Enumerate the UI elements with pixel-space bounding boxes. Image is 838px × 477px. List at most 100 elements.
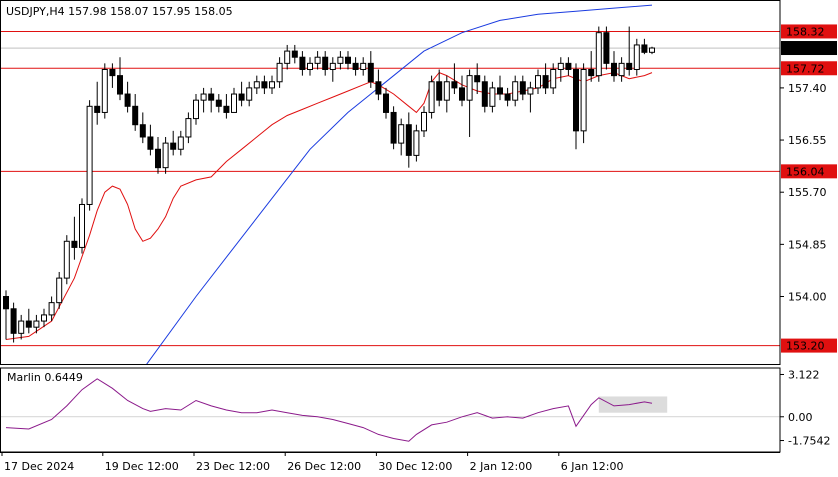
candle[interactable] xyxy=(284,44,291,70)
candle-body xyxy=(580,68,587,132)
candle[interactable] xyxy=(139,112,146,144)
candle-body xyxy=(200,93,207,101)
candle[interactable] xyxy=(345,51,351,70)
candle[interactable] xyxy=(185,112,192,144)
candle[interactable] xyxy=(618,57,625,82)
candle[interactable] xyxy=(94,81,101,125)
candle[interactable] xyxy=(86,100,93,211)
candle[interactable] xyxy=(428,75,435,119)
candle[interactable] xyxy=(71,216,78,260)
candle[interactable] xyxy=(25,308,32,334)
candle[interactable] xyxy=(595,26,602,82)
candle[interactable] xyxy=(641,38,648,55)
candle[interactable] xyxy=(10,302,17,343)
candle[interactable] xyxy=(246,81,253,107)
candle[interactable] xyxy=(41,308,47,328)
candle[interactable] xyxy=(3,290,9,340)
candle[interactable] xyxy=(200,87,207,113)
candle[interactable] xyxy=(109,63,116,88)
x-tick-label: 23 Dec 12:00 xyxy=(196,460,270,473)
candle[interactable] xyxy=(580,63,587,144)
candle[interactable] xyxy=(405,112,412,168)
candle[interactable] xyxy=(307,57,313,76)
candle[interactable] xyxy=(413,124,420,162)
candle-body xyxy=(231,93,237,113)
candle[interactable] xyxy=(626,26,633,76)
candle[interactable] xyxy=(56,271,63,309)
candle[interactable] xyxy=(557,57,564,82)
candle[interactable] xyxy=(193,94,199,125)
candle[interactable] xyxy=(155,136,161,174)
candle[interactable] xyxy=(550,63,557,95)
candle[interactable] xyxy=(375,69,382,101)
candle[interactable] xyxy=(238,81,245,107)
candle[interactable] xyxy=(177,130,184,156)
candle[interactable] xyxy=(18,314,25,340)
candle[interactable] xyxy=(132,94,139,131)
candle[interactable] xyxy=(542,63,549,95)
x-tick-label: 17 Dec 2024 xyxy=(4,460,74,473)
candle[interactable] xyxy=(535,69,541,95)
candle[interactable] xyxy=(170,130,177,156)
candle[interactable] xyxy=(352,57,359,76)
candle[interactable] xyxy=(63,235,70,285)
candle[interactable] xyxy=(269,75,275,95)
candle[interactable] xyxy=(261,75,268,95)
candle[interactable] xyxy=(489,81,496,113)
candle[interactable] xyxy=(215,94,222,113)
candle[interactable] xyxy=(603,26,610,70)
ma-clip-group xyxy=(5,4,653,364)
candle[interactable] xyxy=(322,51,329,76)
candle[interactable] xyxy=(611,51,617,82)
candle[interactable] xyxy=(436,69,443,107)
candle[interactable] xyxy=(48,296,55,322)
candle[interactable] xyxy=(147,124,154,156)
candle[interactable] xyxy=(633,38,640,76)
candle[interactable] xyxy=(299,51,306,76)
candle[interactable] xyxy=(367,51,374,88)
candle[interactable] xyxy=(337,51,344,70)
candles[interactable] xyxy=(3,26,655,343)
candle[interactable] xyxy=(231,87,237,113)
candle-body xyxy=(124,93,131,107)
candle-body xyxy=(291,50,298,58)
candle[interactable] xyxy=(79,198,85,254)
candle[interactable] xyxy=(329,57,336,82)
candle[interactable] xyxy=(588,51,595,82)
candle[interactable] xyxy=(208,87,215,113)
candle[interactable] xyxy=(124,81,131,113)
candle[interactable] xyxy=(421,106,427,137)
candle[interactable] xyxy=(223,94,230,119)
candle[interactable] xyxy=(497,75,503,101)
candle[interactable] xyxy=(519,75,526,101)
candle[interactable] xyxy=(443,75,450,113)
candle-body xyxy=(550,68,557,89)
candle[interactable] xyxy=(383,87,389,119)
candle[interactable] xyxy=(459,75,465,107)
candle[interactable] xyxy=(649,46,655,55)
candle[interactable] xyxy=(276,57,283,88)
candle-body xyxy=(79,203,85,248)
candle[interactable] xyxy=(291,44,298,64)
candle[interactable] xyxy=(33,314,40,334)
candle[interactable] xyxy=(360,57,367,76)
candle[interactable] xyxy=(474,63,481,95)
candle[interactable] xyxy=(398,118,405,156)
candle[interactable] xyxy=(512,75,519,107)
candle[interactable] xyxy=(390,106,397,150)
candle[interactable] xyxy=(314,51,321,70)
candle[interactable] xyxy=(451,63,458,95)
candle[interactable] xyxy=(504,87,511,107)
candle-body xyxy=(367,62,374,83)
candle[interactable] xyxy=(481,75,488,113)
candle[interactable] xyxy=(466,69,473,137)
candle[interactable] xyxy=(253,75,260,95)
candle[interactable] xyxy=(117,57,123,101)
y-tick-label: 154.85 xyxy=(788,238,827,251)
candle[interactable] xyxy=(162,136,169,174)
candle[interactable] xyxy=(101,63,108,119)
candle[interactable] xyxy=(573,63,579,150)
candle-body xyxy=(307,62,313,70)
candle[interactable] xyxy=(527,81,534,113)
candle[interactable] xyxy=(565,57,572,76)
